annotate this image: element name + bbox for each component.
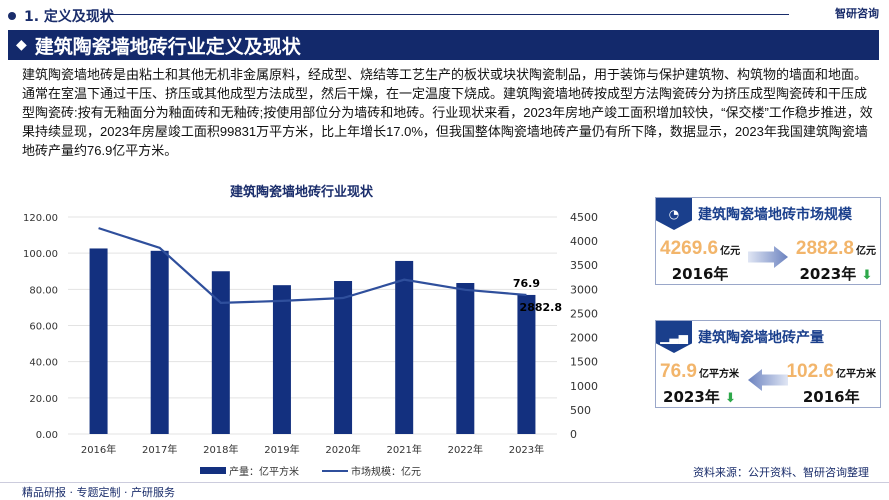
x-tick-label: 2018年 [203,443,238,456]
divider [100,14,789,15]
market-size-card: ◔ 建筑陶瓷墙地砖市场规模 4269.6 亿元 2016年 2882.8 亿元 202… [655,197,881,285]
left-tick-label: 80.00 [29,285,58,296]
left-year: 2023年 ⬇ [663,388,736,406]
left-tick-label: 100.00 [23,249,58,260]
market-size-line [98,227,527,304]
arrow-left-icon [748,369,788,391]
right-tick-label: 1500 [570,356,598,369]
x-tick-label: 2016年 [81,443,116,456]
x-tick-label: 2022年 [448,443,483,456]
footer: 精品研报 · 专题定制 · 产研服务 [0,482,889,500]
right-block: 102.6 亿平方米 2016年 [786,361,876,408]
x-tick-label: 2019年 [264,443,299,456]
brand-logo: 智研咨询 [835,7,879,20]
right-tick-label: 1000 [570,380,598,393]
bar-chart-icon: ▁▃▅ [656,321,692,353]
bar-2021年 [395,260,414,434]
x-tick-label: 2023年 [509,443,544,456]
description-paragraph: 建筑陶瓷墙地砖是由粘土和其他无机非金属原料，经成型、烧结等工艺生产的板状或块状陶… [22,67,873,158]
left-block: 4269.6 亿元 2016年 [660,238,740,285]
production-card: ▁▃▅ 建筑陶瓷墙地砖产量 76.9 亿平方米 2023年 ⬇ 102.6 亿平方米 … [655,320,881,408]
right-block: 2882.8 亿元 2023年 ⬇ [796,238,876,287]
bar-2016年 [89,248,108,434]
right-tick-label: 4500 [570,211,598,224]
left-value: 4269.6 亿元 [660,238,741,259]
right-value: 2882.8 亿元 [795,238,876,259]
right-value: 102.6 亿平方米 [786,361,876,382]
diamond-icon: ◆ [16,37,27,53]
right-tick-label: 3500 [570,259,598,272]
bar-2019年 [272,285,291,434]
legend-line-label: 市场规模：亿元 [351,465,421,478]
bar-2017年 [150,250,169,434]
left-tick-label: 60.00 [29,322,58,333]
right-tick-label: 3000 [570,283,598,296]
right-tick-label: 500 [570,404,591,417]
section-heading: 1. 定义及现状 [8,6,114,26]
down-arrow-icon: ⬇ [861,268,873,283]
bar-2023年 [517,294,536,434]
left-value: 76.9 亿平方米 [660,361,739,382]
legend-bar-swatch [200,467,226,474]
combo-chart: 0.00 20.00 40.00 60.00 80.00 100.00 120.00 0 500… [23,211,598,478]
right-tick-label: 2000 [570,332,598,345]
legend-bar-label: 产量：亿平方米 [229,465,299,478]
right-tick-label: 0 [570,428,577,441]
left-tick-label: 0.00 [36,430,58,441]
left-year: 2016年 [671,265,729,283]
bar-2018年 [211,271,230,434]
arrow-right-icon [748,246,788,268]
right-year: 2023年 ⬇ [799,265,873,283]
x-tick-label: 2017年 [142,443,177,456]
right-year: 2016年 [802,388,860,406]
x-tick-label: 2020年 [325,443,360,456]
source-note: 资料来源：公开资料、智研咨询整理 [693,466,869,479]
bar-2022年 [456,283,475,434]
left-tick-label: 20.00 [29,394,58,405]
left-tick-label: 120.00 [23,213,58,224]
left-block: 76.9 亿平方米 2023年 ⬇ [660,361,739,410]
bullet-icon [8,12,16,20]
chart-title: 建筑陶瓷墙地砖行业现状 [230,185,374,200]
bar-2020年 [334,281,353,434]
down-arrow-icon: ⬇ [725,391,736,406]
line-data-label: 2882.8 [520,301,562,314]
right-tick-label: 4000 [570,235,598,248]
right-tick-label: 2500 [570,307,598,320]
bar-data-label: 76.9 [513,277,540,290]
x-tick-label: 2021年 [386,443,421,456]
pie-chart-icon: ◔ [656,198,692,230]
title-banner: ◆ 建筑陶瓷墙地砖行业定义及现状 [8,30,879,60]
left-tick-label: 40.00 [29,358,58,369]
